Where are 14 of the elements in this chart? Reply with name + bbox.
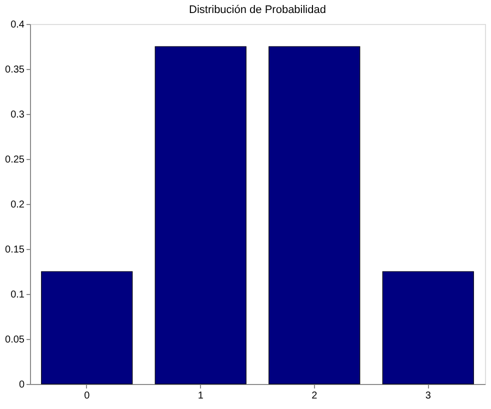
- y-tick-label: 0: [18, 380, 25, 390]
- x-tick-label: 1: [198, 390, 204, 402]
- chart-title: Distribución de Probabilidad: [189, 4, 326, 16]
- y-tick-label: 0.1: [10, 290, 25, 300]
- y-tick-label: 0.4: [10, 20, 25, 30]
- y-tick-label: 0.05: [5, 334, 25, 346]
- x-tick-label: 2: [312, 390, 318, 402]
- y-tick-label: 0.15: [5, 244, 25, 256]
- y-tick-label: 0.2: [10, 200, 25, 210]
- y-tick-label: 0.3: [10, 110, 25, 120]
- x-tick-label: 3: [425, 390, 432, 402]
- x-tick-label: 0: [84, 390, 90, 402]
- y-tick-label: 0.35: [5, 64, 25, 76]
- y-tick-label: 0.25: [5, 154, 25, 166]
